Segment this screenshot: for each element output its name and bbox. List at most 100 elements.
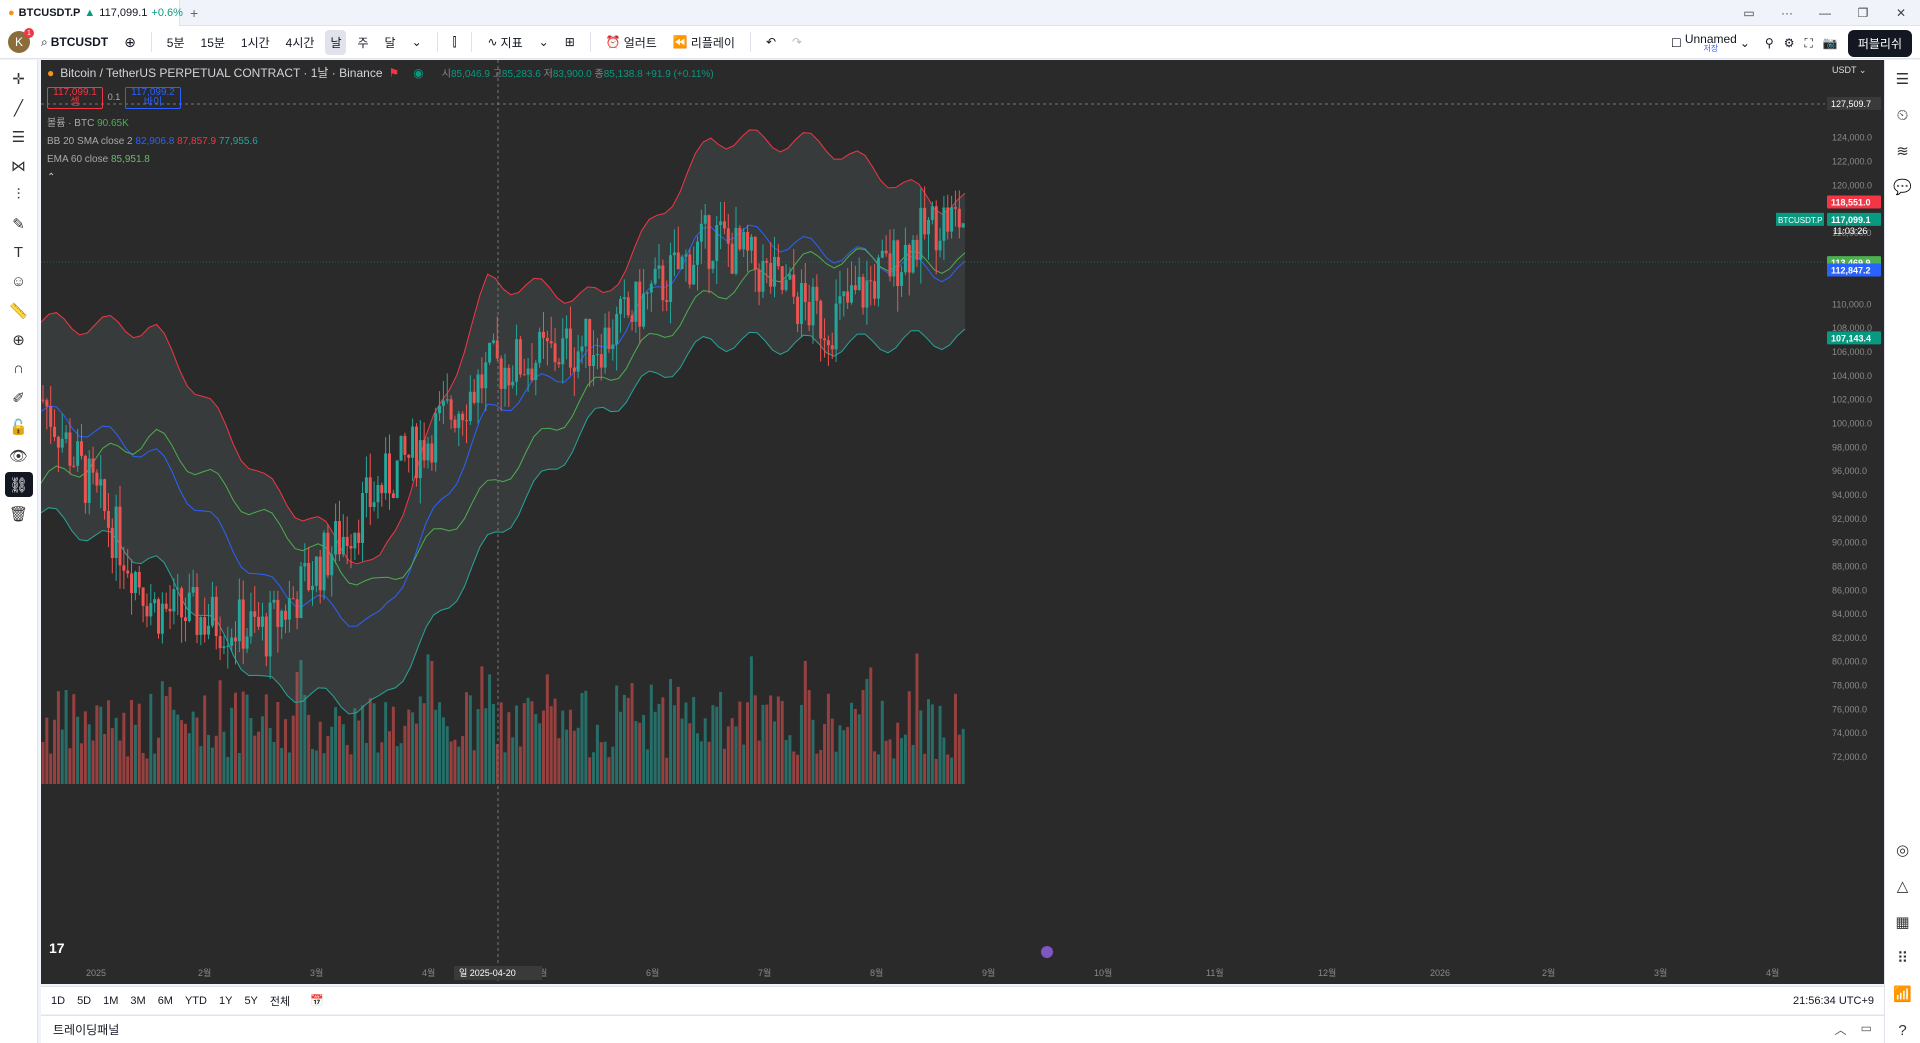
help-icon[interactable]: ? <box>1898 1021 1907 1039</box>
interval-dropdown[interactable]: ⌄ <box>407 31 427 53</box>
date-range-icon[interactable]: 📅 <box>310 995 324 1007</box>
volume-bar <box>676 686 680 784</box>
watchlist-icon[interactable]: ☰ <box>1895 71 1910 88</box>
tradingview-logo[interactable]: 17 <box>49 940 65 956</box>
interval-15m[interactable]: 15분 <box>200 35 225 50</box>
eye-icon[interactable]: 👁 <box>8 447 29 465</box>
compare-symbol-button[interactable]: ⊕ <box>119 30 141 55</box>
sell-button[interactable]: 117,099.1 셀 <box>47 87 103 109</box>
time-axis[interactable]: 20252월3월4월5월6월7월8월9월10월11월12월20262월3월4월일… <box>86 966 1779 980</box>
interval-1d[interactable]: 날 <box>325 29 347 55</box>
restore-button[interactable]: ❐ <box>1857 6 1869 20</box>
chart-pane[interactable]: USDT ⌄ 124,000.0 122,000.0 120,000.0 116,000… <box>41 60 1884 984</box>
interval-4h[interactable]: 4시간 <box>285 35 315 50</box>
indicator-templates-button[interactable]: ⌄ <box>534 31 554 53</box>
undo-button[interactable]: ↶ <box>761 31 781 53</box>
volume-indicator-row[interactable]: 볼륨 · BTC 90.65K <box>47 115 714 133</box>
volume-bar <box>399 743 403 784</box>
price-axis[interactable]: USDT ⌄ 124,000.0 122,000.0 120,000.0 116,000… <box>1776 60 1884 984</box>
symbol-search-button[interactable]: ⌕ BTCUSDT <box>36 31 113 54</box>
chat-icon[interactable]: 💬 <box>1893 179 1912 196</box>
settings-icon[interactable]: ⚙ <box>1783 36 1795 50</box>
emoji-icon[interactable]: ☺ <box>10 273 27 290</box>
bitcoin-icon: ● <box>8 6 15 19</box>
brush-icon[interactable]: ✎ <box>12 215 25 233</box>
layers-icon[interactable]: ≋ <box>1896 143 1909 160</box>
chevron-up-icon[interactable]: ︿ <box>1834 1023 1847 1037</box>
interval-5m[interactable]: 5분 <box>166 35 185 50</box>
symbol-title[interactable]: Bitcoin / TetherUS PERPETUAL CONTRACT · … <box>60 66 383 80</box>
target-icon[interactable]: ◎ <box>1895 842 1910 859</box>
alert-button[interactable]: ⏰ 얼러트 <box>601 30 662 55</box>
trading-panel-tab[interactable]: 트레이딩패널 <box>53 1023 120 1037</box>
range-6m[interactable]: 6M <box>157 994 173 1007</box>
layout-menu-button[interactable]: ☐ Unnamed 저장 ⌄ <box>1666 29 1755 57</box>
range-1y[interactable]: 1Y <box>218 994 233 1007</box>
fullscreen-icon[interactable]: ⛶ <box>1804 35 1813 50</box>
horizontal-lines-icon[interactable]: ☰ <box>11 128 26 146</box>
volume-bar <box>761 704 765 784</box>
quick-search-icon[interactable]: ⚲ <box>1764 36 1774 50</box>
lock-drawing-icon[interactable]: ✐ <box>12 389 25 407</box>
lightning-icon[interactable] <box>1041 946 1053 958</box>
indicators-button[interactable]: ∿ 지표 <box>482 30 527 55</box>
trash-icon[interactable]: 🗑 <box>8 505 29 523</box>
ruler-icon[interactable]: 📏 <box>9 302 28 320</box>
volume-bar <box>738 701 742 784</box>
browser-tab[interactable]: ● BTCUSDT.P ▲ 117,099.1 +0.6% <box>0 0 183 26</box>
volume-bar <box>56 691 60 784</box>
signal-icon[interactable]: 📶 <box>1893 986 1912 1003</box>
range-1d[interactable]: 1D <box>51 994 66 1007</box>
range-all[interactable]: 전체 <box>269 995 291 1008</box>
buy-button[interactable]: 117,099.2 바이 <box>125 87 181 109</box>
interval-1w[interactable]: 주 <box>357 35 369 50</box>
fib-icon[interactable]: ⫶ <box>16 186 21 203</box>
publish-button[interactable]: 퍼블리쉬 <box>1847 29 1912 57</box>
chart-type-button[interactable]: ⫿ <box>448 31 462 54</box>
time-tick: 10월 <box>1094 967 1112 978</box>
candle-body <box>249 611 253 637</box>
bb-indicator-row[interactable]: BB 20 SMA close 2 82,906.8 87,857.9 77,9… <box>47 133 714 151</box>
interval-1h[interactable]: 1시간 <box>240 35 270 50</box>
alerts-clock-icon[interactable]: ⏲ <box>1896 106 1909 124</box>
clock[interactable]: 21:56:34 UTC+9 <box>1792 994 1874 1007</box>
flag-icon[interactable]: ⚑ <box>388 65 400 80</box>
range-1m[interactable]: 1M <box>103 994 119 1007</box>
chart-legend: ● Bitcoin / TetherUS PERPETUAL CONTRACT … <box>47 64 714 187</box>
range-3m[interactable]: 3M <box>130 994 146 1007</box>
more-icon[interactable]: ··· <box>1781 6 1793 20</box>
range-5d[interactable]: 5D <box>77 994 92 1007</box>
volume-bar <box>191 711 195 784</box>
interval-1m[interactable]: 달 <box>384 35 396 50</box>
divider <box>471 32 473 52</box>
trendline-icon[interactable]: ╱ <box>13 99 24 117</box>
text-icon[interactable]: T <box>13 244 24 261</box>
ema-indicator-row[interactable]: EMA 60 close 85,951.8 <box>47 151 714 169</box>
lock-icon[interactable]: 🔓 <box>9 418 28 436</box>
crosshair-icon[interactable]: ✛ <box>12 70 25 88</box>
replay-button[interactable]: ⏪ 리플레이 <box>668 30 740 55</box>
volume-bar <box>699 741 703 784</box>
close-button[interactable]: ✕ <box>1895 6 1907 20</box>
maximize-icon[interactable]: ▭ <box>1860 1021 1872 1035</box>
camera-icon[interactable]: 📷 <box>1822 36 1838 50</box>
range-5y[interactable]: 5Y <box>244 994 258 1007</box>
ideas-icon[interactable]: △ <box>1896 878 1909 895</box>
collapse-legend-button[interactable]: ⌃ <box>47 172 56 183</box>
range-ytd[interactable]: YTD <box>184 994 207 1007</box>
magnet-icon[interactable]: ∩ <box>13 360 24 377</box>
minimize-button[interactable]: — <box>1819 6 1831 20</box>
apps-grid-icon[interactable]: ⠿ <box>1897 950 1908 967</box>
volume-bar <box>588 757 592 784</box>
redo-button[interactable]: ↷ <box>787 31 807 53</box>
new-tab-button[interactable]: + <box>190 4 199 21</box>
link-icon[interactable]: ⛓ <box>4 472 33 497</box>
volume-bar <box>49 753 53 784</box>
zoom-in-icon[interactable]: ⊕ <box>12 331 25 349</box>
calendar-icon[interactable]: ▦ <box>1895 914 1910 931</box>
layout-grid-button[interactable]: ⊞ <box>560 31 580 53</box>
screen-icon[interactable]: ▭ <box>1743 6 1755 20</box>
price-chart[interactable]: USDT ⌄ 124,000.0 122,000.0 120,000.0 116,000… <box>41 60 1884 984</box>
pattern-icon[interactable]: ⋈ <box>11 157 26 175</box>
